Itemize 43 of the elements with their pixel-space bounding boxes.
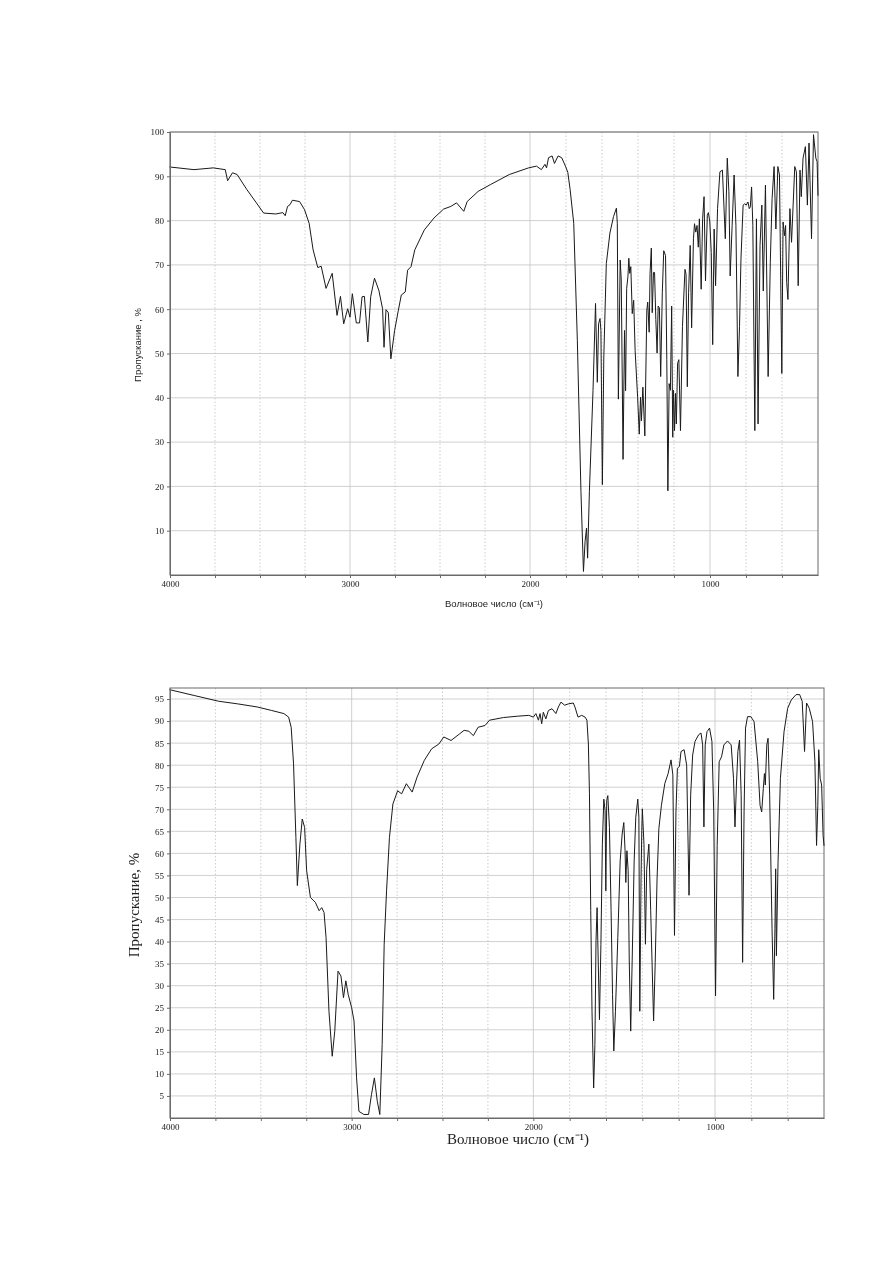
y-tick-label: 85 bbox=[155, 738, 165, 749]
y-tick-label: 60 bbox=[155, 848, 165, 859]
x-tick-label: 4000 bbox=[161, 1122, 180, 1133]
x-axis-title: Волновое число (см⁻¹) bbox=[445, 598, 543, 609]
y-tick-label: 15 bbox=[155, 1047, 165, 1058]
y-axis-title: Пропускание, % bbox=[126, 852, 142, 958]
x-tick-label: 2000 bbox=[524, 1122, 544, 1133]
y-tick-label: 45 bbox=[155, 914, 165, 925]
y-tick-label: 100 bbox=[150, 127, 165, 138]
y-tick-label: 10 bbox=[155, 526, 165, 537]
y-tick-label: 20 bbox=[155, 1025, 165, 1036]
y-tick-label: 5 bbox=[159, 1091, 165, 1102]
y-tick-label: 80 bbox=[155, 215, 165, 226]
y-tick-label: 80 bbox=[155, 760, 165, 771]
y-tick-label: 40 bbox=[155, 393, 165, 404]
y-tick-label: 30 bbox=[155, 981, 165, 992]
y-tick-label: 25 bbox=[155, 1003, 165, 1014]
y-tick-label: 50 bbox=[155, 892, 165, 903]
y-tick-label: 35 bbox=[155, 959, 165, 970]
y-axis-title: Пропускание , % bbox=[132, 307, 143, 382]
y-tick-label: 90 bbox=[155, 171, 165, 182]
x-tick-label: 1000 bbox=[701, 579, 720, 590]
x-axis-title: Волновое число (см⁻¹) bbox=[447, 1131, 589, 1148]
y-tick-label: 60 bbox=[155, 304, 165, 315]
y-tick-label: 40 bbox=[155, 936, 165, 947]
x-tick-label: 4000 bbox=[161, 579, 180, 590]
y-tick-label: 95 bbox=[155, 694, 165, 705]
y-tick-label: 75 bbox=[155, 782, 165, 793]
y-tick-label: 55 bbox=[155, 870, 165, 881]
x-tick-label: 2000 bbox=[521, 579, 540, 590]
y-tick-label: 20 bbox=[155, 481, 165, 492]
x-tick-label: 3000 bbox=[343, 1122, 362, 1133]
y-tick-label: 30 bbox=[155, 437, 165, 448]
x-tick-label: 1000 bbox=[706, 1122, 725, 1133]
y-tick-label: 50 bbox=[155, 348, 165, 359]
y-tick-label: 70 bbox=[155, 260, 165, 271]
y-tick-label: 10 bbox=[155, 1069, 165, 1080]
y-tick-label: 70 bbox=[155, 804, 165, 815]
x-tick-label: 3000 bbox=[341, 579, 360, 590]
y-tick-label: 65 bbox=[155, 826, 165, 837]
line-series bbox=[169, 134, 819, 572]
y-tick-label: 90 bbox=[155, 716, 165, 727]
line-series bbox=[169, 689, 825, 1115]
